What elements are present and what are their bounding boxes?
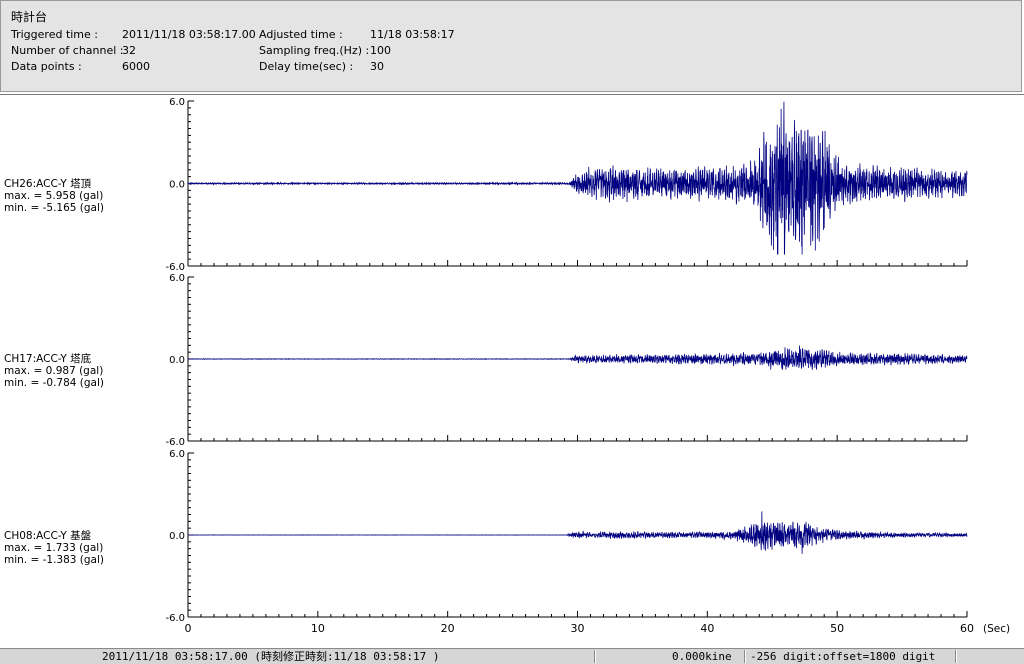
delay-time-value: 30: [370, 60, 384, 73]
channel-max: max. = 1.733 (gal): [4, 542, 104, 554]
y-tick-label: -6.0: [165, 262, 185, 273]
waveform-line: [187, 345, 968, 370]
sampling-freq-value: 100: [370, 44, 391, 57]
status-divider: [744, 650, 746, 663]
data-points-label: Data points :: [11, 60, 82, 73]
status-bar: 2011/11/18 03:58:17.00 (時刻修正時刻:11/18 03:…: [0, 648, 1024, 664]
channel-max: max. = 5.958 (gal): [4, 190, 104, 202]
status-divider: [955, 650, 957, 663]
y-tick-label: 6.0: [169, 97, 185, 108]
y-tick-label: 6.0: [169, 273, 185, 284]
x-tick-label: 0: [185, 622, 192, 635]
x-axis-label: (Sec): [983, 623, 1010, 635]
channel-label-3: CH08:ACC-Y 基盤 max. = 1.733 (gal) min. = …: [4, 530, 104, 566]
channel-min: min. = -5.165 (gal): [4, 202, 105, 214]
x-tick-label: 30: [571, 622, 585, 635]
y-tick-label: 0.0: [169, 355, 185, 366]
y-tick-label: -6.0: [165, 437, 185, 448]
channel-count-label: Number of channel :: [11, 44, 124, 57]
y-tick-label: -6.0: [165, 613, 185, 624]
waveform-line: [187, 101, 968, 255]
channel-min: min. = -0.784 (gal): [4, 377, 105, 389]
header-panel: 時計台 Triggered time : 2011/11/18 03:58:17…: [0, 0, 1022, 92]
y-tick-label: 6.0: [169, 449, 185, 460]
status-digit-text: -256 digit:offset=1800 digit: [750, 650, 936, 663]
station-name: 時計台: [11, 10, 48, 24]
channel-name: CH17:ACC-Y 塔底: [4, 353, 92, 365]
x-tick-label: 40: [700, 622, 714, 635]
data-points-value: 6000: [122, 60, 150, 73]
status-time-text: 2011/11/18 03:58:17.00 (時刻修正時刻:11/18 03:…: [102, 650, 440, 663]
y-tick-label: 0.0: [169, 180, 185, 191]
y-tick-label: 0.0: [169, 531, 185, 542]
x-tick-label: 20: [441, 622, 455, 635]
triggered-time-value: 2011/11/18 03:58:17.00: [122, 28, 256, 41]
channel-label-2: CH17:ACC-Y 塔底 max. = 0.987 (gal) min. = …: [4, 353, 104, 389]
sampling-freq-label: Sampling freq.(Hz) :: [259, 44, 370, 57]
adjusted-time-value: 11/18 03:58:17: [370, 28, 455, 41]
channel-count-value: 32: [122, 44, 136, 57]
channel-label-1: CH26:ACC-Y 塔頂 max. = 5.958 (gal) min. = …: [4, 178, 104, 214]
channel-min: min. = -1.383 (gal): [4, 554, 105, 566]
status-divider: [594, 650, 596, 663]
waveform-chart: 6.00.0-6.06.00.0-6.06.00.0-6.00 10 20 30 40 5…: [165, 97, 1010, 635]
channel-name: CH08:ACC-Y 基盤: [4, 530, 92, 542]
channel-name: CH26:ACC-Y 塔頂: [4, 178, 92, 190]
waveform-line: [187, 511, 968, 554]
delay-time-label: Delay time(sec) :: [259, 60, 354, 73]
triggered-time-label: Triggered time :: [11, 28, 98, 41]
adjusted-time-label: Adjusted time :: [259, 28, 343, 41]
waveform-plot-area: 6.0 0.0 -6.0 6.0 0.0 -6.0 6.0 0.0 -6.0 0 10 20 30 40 5…: [0, 94, 1024, 649]
status-kine-text: 0.000kine: [672, 650, 732, 663]
x-tick-label: 60: [960, 622, 974, 635]
x-tick-label: 50: [830, 622, 844, 635]
channel-max: max. = 0.987 (gal): [4, 365, 104, 377]
x-tick-label: 10: [311, 622, 325, 635]
